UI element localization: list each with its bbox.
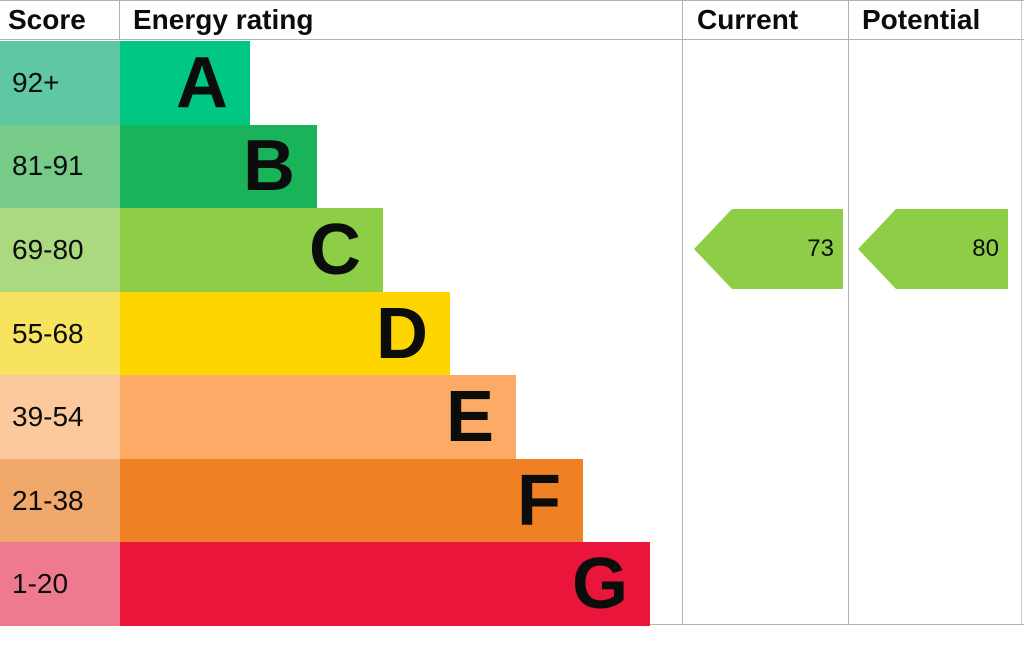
band-row-f: 21-38 F xyxy=(0,458,1024,543)
left-pointing-arrow-icon xyxy=(694,209,843,289)
score-range-a: 92+ xyxy=(0,41,120,125)
band-row-e: 39-54 E xyxy=(0,375,1024,459)
potential-score-value: 80 xyxy=(972,235,999,262)
band-row-c: 69-80 C xyxy=(0,208,1024,292)
band-row-b: 81-91 B xyxy=(0,124,1024,209)
header-energy-rating: Energy rating xyxy=(133,4,314,35)
current-score-value: 73 xyxy=(807,235,834,262)
band-bar-b: B xyxy=(120,124,317,209)
score-range-d: 55-68 xyxy=(0,291,120,376)
band-bar-a: A xyxy=(120,41,250,125)
band-bar-g: G xyxy=(120,542,650,627)
header-potential: Potential xyxy=(862,4,981,35)
band-row-a: 92+ A xyxy=(0,41,1024,125)
rating-bands: 92+ A 81-91 B 69-80 C 55-68 D 39-54 E 21… xyxy=(0,41,1024,627)
band-bar-d: D xyxy=(120,291,450,376)
band-row-d: 55-68 D xyxy=(0,291,1024,376)
current-rating-arrow: 73 xyxy=(694,209,843,289)
band-bar-c: C xyxy=(120,208,383,292)
header-current: Current xyxy=(697,4,799,35)
band-row-g: 1-20 G xyxy=(0,542,1024,627)
table-header-row: Score Energy rating Current Potential xyxy=(0,1,1024,40)
band-bar-f: F xyxy=(120,458,583,543)
epc-table: Score Energy rating Current Potential 92… xyxy=(0,0,1024,627)
score-range-g: 1-20 xyxy=(0,542,120,627)
column-divider-potential xyxy=(848,1,849,624)
potential-rating-arrow: 80 xyxy=(858,209,1008,289)
table-right-border xyxy=(1021,1,1022,624)
band-bar-e: E xyxy=(120,375,516,459)
column-divider-current xyxy=(682,1,683,624)
score-range-b: 81-91 xyxy=(0,124,120,209)
score-range-c: 69-80 xyxy=(0,208,120,292)
header-score: Score xyxy=(0,1,120,39)
score-range-f: 21-38 xyxy=(0,458,120,543)
left-pointing-arrow-icon xyxy=(858,209,1008,289)
score-range-e: 39-54 xyxy=(0,375,120,459)
